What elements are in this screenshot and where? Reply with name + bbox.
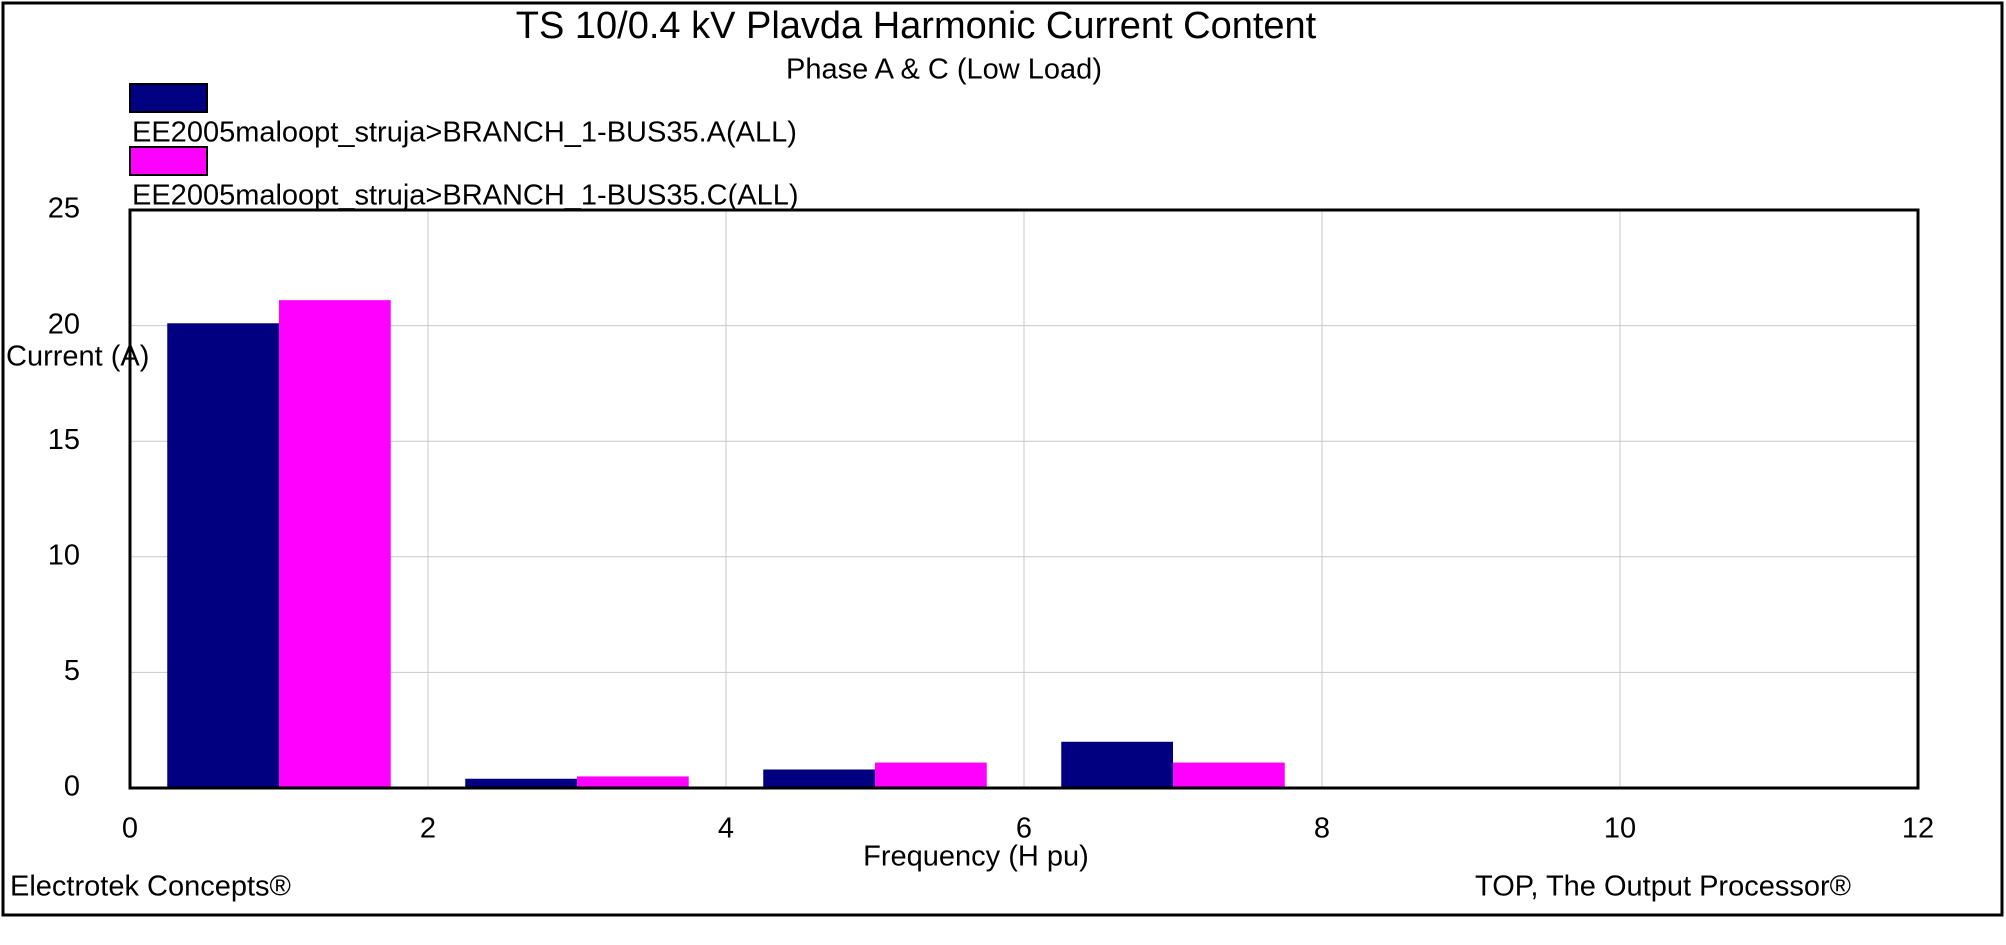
bar: [875, 762, 987, 788]
legend-swatch: [129, 83, 208, 113]
chart-title: TS 10/0.4 kV Plavda Harmonic Current Con…: [516, 5, 1317, 47]
y-tick-label: 10: [48, 539, 80, 571]
y-tick-label: 25: [48, 193, 80, 225]
x-tick-label: 0: [122, 813, 138, 845]
plot-frame: [128, 208, 1920, 790]
y-tick-label: 5: [64, 655, 80, 687]
x-tick-label: 4: [718, 813, 734, 845]
y-tick-label: 0: [64, 771, 80, 803]
x-tick-label: 8: [1314, 813, 1330, 845]
bar: [577, 776, 689, 788]
bar: [763, 769, 875, 788]
bar: [167, 323, 279, 788]
bar: [1173, 762, 1285, 788]
x-tick-label: 10: [1604, 813, 1636, 845]
x-tick-label: 6: [1016, 813, 1032, 845]
frame: [1, 1, 2004, 917]
legend-label: EE2005maloopt_struja>BRANCH_1-BUS35.C(AL…: [132, 180, 799, 212]
bar: [1061, 741, 1173, 788]
bar: [279, 300, 391, 788]
x-tick-label: 2: [420, 813, 436, 845]
bar: [465, 778, 577, 788]
x-axis-label: Frequency (H pu): [863, 841, 1089, 873]
legend-swatch: [129, 146, 208, 176]
footer-right: TOP, The Output Processor®: [1475, 871, 1851, 903]
y-tick-label: 20: [48, 308, 80, 340]
footer-left: Electrotek Concepts®: [10, 871, 291, 903]
chart-subtitle: Phase A & C (Low Load): [786, 54, 1102, 86]
y-axis-label: Current (A): [6, 341, 149, 373]
x-tick-label: 12: [1902, 813, 1934, 845]
legend-label: EE2005maloopt_struja>BRANCH_1-BUS35.A(AL…: [132, 117, 797, 149]
y-tick-label: 15: [48, 424, 80, 456]
